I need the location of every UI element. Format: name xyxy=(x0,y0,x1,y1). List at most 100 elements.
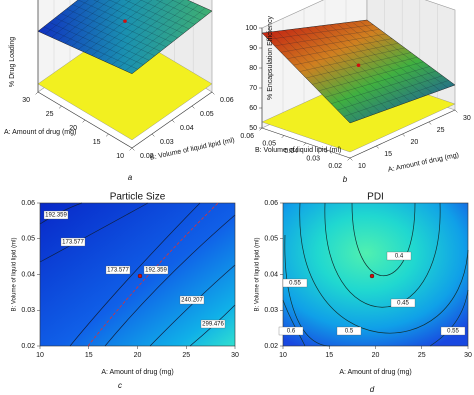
x-tick-label: 15 xyxy=(325,352,333,359)
caption: b xyxy=(343,175,348,184)
surface-mesh xyxy=(329,24,418,99)
tick-mark xyxy=(129,147,133,151)
contour-line xyxy=(282,299,306,347)
y-tick-label: 0.04 xyxy=(264,271,278,278)
contour-label-box xyxy=(282,278,308,288)
surface-mesh xyxy=(140,0,195,25)
tick-mark xyxy=(454,109,458,113)
tick-mark xyxy=(428,121,432,125)
contour-label: 0.6 xyxy=(287,329,296,335)
tick-mark xyxy=(82,119,86,123)
surface-mesh xyxy=(344,22,433,94)
y-axis-label: B: Volume of liquid lipid (ml) xyxy=(255,147,341,154)
tick-label: 0.03 xyxy=(160,139,174,146)
surface-mesh xyxy=(268,24,374,40)
z-axis-label: % Encapsulation Efficiency xyxy=(267,16,274,100)
contour-label-box xyxy=(278,326,304,336)
surface-mesh xyxy=(336,23,426,96)
x-tick-label: 10 xyxy=(279,352,287,359)
tick-label: 0.05 xyxy=(200,111,214,118)
surface-mesh xyxy=(171,0,207,16)
y-tick-label: 0.02 xyxy=(264,343,278,350)
x-tick-label: 25 xyxy=(418,352,426,359)
contour-label-box xyxy=(43,210,69,220)
contour-line xyxy=(351,202,416,276)
z-axis-label: % Drug Loading xyxy=(9,37,16,87)
x-tick-label: 25 xyxy=(182,352,190,359)
tick-mark xyxy=(191,105,195,109)
tick-label: 30 xyxy=(22,97,30,104)
tick-label: 30 xyxy=(463,115,471,122)
reference-line xyxy=(87,202,219,347)
surface-mesh xyxy=(58,0,110,41)
surface-mesh xyxy=(156,0,201,21)
x-tick-label: 20 xyxy=(134,352,142,359)
contour-label: 0.4 xyxy=(395,254,404,260)
tick-label: 90 xyxy=(249,45,257,52)
x-tick-label: 15 xyxy=(85,352,93,359)
tick-label: 0.05 xyxy=(262,140,276,147)
surface-mesh xyxy=(51,0,100,38)
surface-mesh xyxy=(274,29,380,47)
y-tick-label: 0.03 xyxy=(21,307,35,314)
contour-label: 240.207 xyxy=(181,298,203,304)
contour-line xyxy=(284,234,331,347)
tick-mark xyxy=(349,157,353,161)
tick-mark xyxy=(211,91,215,95)
design-point xyxy=(123,19,127,23)
x-axis-label: A: Amount of drug (mg) xyxy=(339,369,411,376)
x-axis-label: A: Amount of drug (mg) xyxy=(387,152,459,174)
contour-line xyxy=(429,289,469,347)
tick-label: 10 xyxy=(116,153,124,160)
contour-label: 0.45 xyxy=(397,301,409,307)
tick-label: 60 xyxy=(249,105,257,112)
y-axis-label: B: Volume of liquid lipid (ml) xyxy=(12,237,18,311)
y-tick-label: 0.06 xyxy=(21,200,35,207)
contour-label: 173.577 xyxy=(62,240,84,246)
tick-mark xyxy=(402,133,406,137)
caption: d xyxy=(370,385,375,394)
contour-label: 0.55 xyxy=(289,281,301,287)
tick-label: 0.02 xyxy=(140,153,154,160)
contour-label-box xyxy=(179,295,205,305)
tick-label: 0.03 xyxy=(306,155,320,162)
tick-label: 25 xyxy=(437,127,445,134)
surface-mesh xyxy=(299,47,405,72)
chart-title: PDI xyxy=(367,192,384,203)
axis-line xyxy=(131,91,213,149)
contour-label-box xyxy=(390,298,416,308)
tick-label: 80 xyxy=(249,65,257,72)
tick-label: 15 xyxy=(93,139,101,146)
chart-title: Particle Size xyxy=(110,192,166,203)
axis-line xyxy=(349,109,456,159)
tick-mark xyxy=(131,147,135,151)
x-axis-label: A: Amount of drug (mg) xyxy=(101,369,173,376)
tick-label: 0.04 xyxy=(180,125,194,132)
design-point xyxy=(137,273,143,279)
tick-label: 20 xyxy=(411,139,419,146)
contour-label: 299.476 xyxy=(202,322,224,328)
x-tick-label: 30 xyxy=(464,352,472,359)
y-axis-label: B: Volume of liquid lipid (ml) xyxy=(255,237,261,311)
x-axis-label: A: Amount of drug (mg) xyxy=(4,129,76,136)
tick-label: 50 xyxy=(249,125,257,132)
surface-mesh xyxy=(280,33,386,53)
tick-label: 20 xyxy=(69,125,77,132)
tick-label: 0.06 xyxy=(220,97,234,104)
tick-label: 100 xyxy=(245,25,257,32)
caption: a xyxy=(128,173,133,182)
contour-line xyxy=(104,214,236,347)
tick-mark xyxy=(105,133,109,137)
surface-mesh xyxy=(78,0,142,50)
caption: c xyxy=(118,381,122,390)
contour-label: 192.359 xyxy=(45,213,67,219)
surface-mesh xyxy=(71,0,132,47)
contour-label-box xyxy=(143,265,169,275)
contour-line xyxy=(299,202,469,334)
y-tick-label: 0.05 xyxy=(264,236,278,243)
tick-label: 15 xyxy=(384,151,392,158)
surface-mesh xyxy=(124,0,190,30)
surface-mesh xyxy=(321,25,411,102)
tick-mark xyxy=(347,157,351,161)
